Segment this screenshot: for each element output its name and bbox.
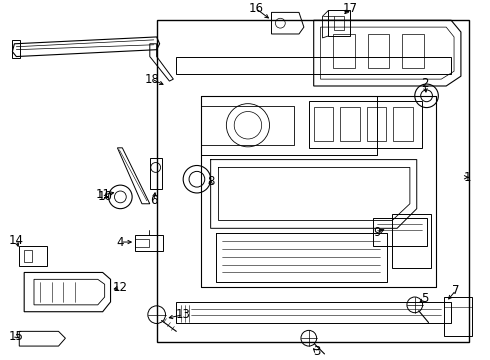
Text: 8: 8	[207, 175, 214, 188]
Bar	[393, 107, 413, 141]
Bar	[176, 57, 451, 74]
Text: 1: 1	[464, 171, 471, 184]
Text: 11: 11	[95, 188, 110, 202]
Bar	[19, 246, 47, 266]
Bar	[402, 34, 424, 68]
Bar	[367, 107, 386, 141]
Text: 16: 16	[248, 2, 263, 15]
Bar	[328, 10, 350, 36]
Text: 10: 10	[97, 190, 112, 203]
Text: 14: 14	[9, 234, 24, 247]
Bar	[150, 158, 162, 189]
Bar	[12, 40, 20, 58]
Text: 9: 9	[374, 226, 381, 239]
Bar	[372, 219, 427, 246]
Bar	[392, 213, 432, 267]
Text: 15: 15	[9, 330, 24, 343]
Text: 18: 18	[145, 73, 159, 86]
Text: 12: 12	[113, 281, 128, 294]
Text: 3: 3	[313, 346, 320, 359]
Bar	[309, 101, 422, 148]
Bar	[333, 34, 355, 68]
Text: 2: 2	[421, 77, 428, 90]
Bar	[340, 107, 360, 141]
Bar	[157, 20, 469, 342]
Text: 7: 7	[452, 284, 460, 297]
Bar	[444, 297, 472, 336]
Text: 5: 5	[421, 292, 428, 306]
Bar	[314, 107, 333, 141]
Bar	[135, 239, 149, 247]
Text: 17: 17	[343, 2, 358, 15]
Text: 4: 4	[117, 235, 124, 248]
Bar	[176, 302, 451, 324]
Bar	[24, 250, 32, 262]
Bar	[334, 16, 344, 30]
Bar	[135, 235, 163, 251]
Bar	[368, 34, 389, 68]
Text: 6: 6	[150, 194, 157, 207]
Text: 13: 13	[176, 308, 191, 321]
